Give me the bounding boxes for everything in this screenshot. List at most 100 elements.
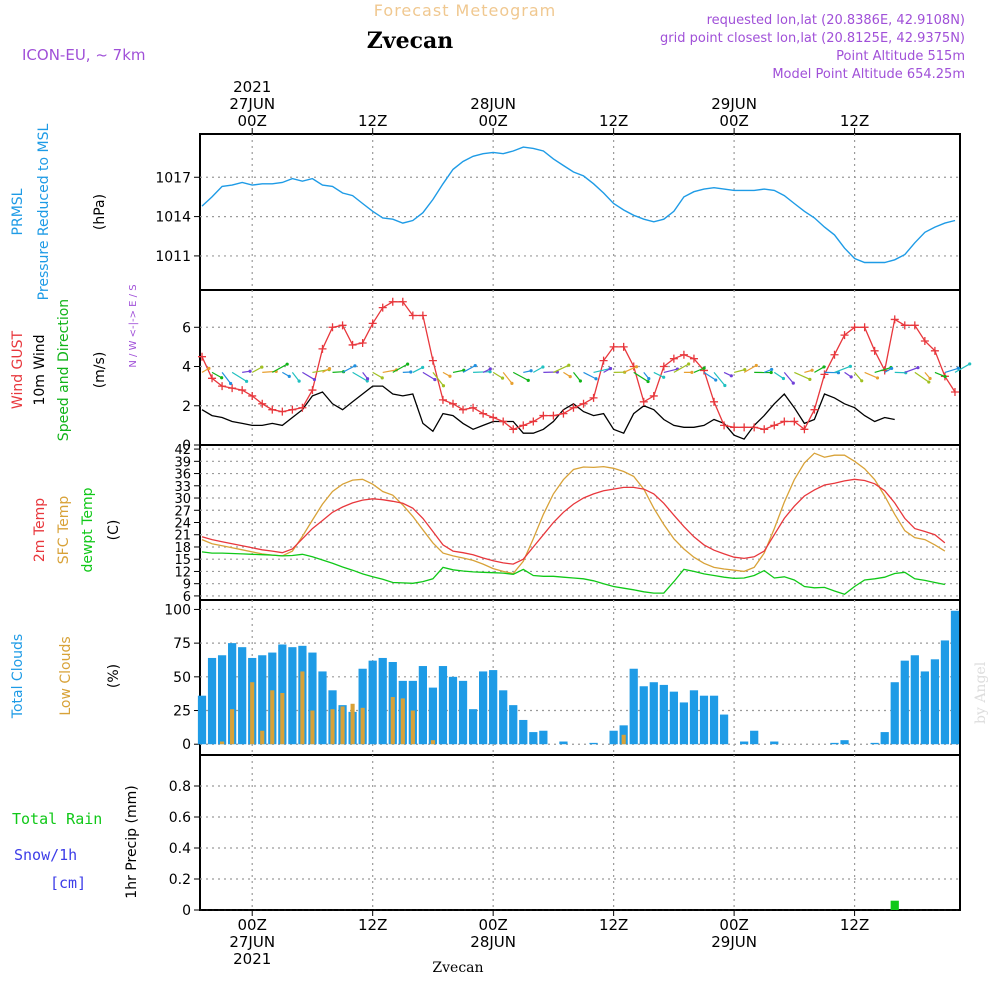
wind-speed-line [201, 385, 895, 440]
total-cloud-bar [699, 695, 709, 745]
direction-arrow [834, 365, 851, 373]
gust-marker [549, 411, 558, 420]
direction-arrow-head [510, 381, 514, 385]
total-cloud-bar [468, 709, 478, 745]
direction-arrow [422, 371, 436, 381]
low-clouds-ylabel: Low Clouds [58, 636, 74, 715]
gust-marker [850, 323, 859, 332]
total-cloud-bar [940, 640, 950, 745]
direction-arrow [392, 363, 408, 373]
snow-legend-unit: [cm] [50, 874, 86, 892]
direction-arrow-head [312, 377, 317, 382]
ytick-label: 30 [174, 492, 191, 507]
rain-bar [890, 900, 899, 910]
ytick-label: 75 [173, 636, 191, 652]
direction-arrow-head [687, 362, 691, 366]
time-label-top: 27JUN [229, 95, 275, 113]
time-label-top: 28JUN [470, 95, 516, 113]
direction-arrow-head [229, 381, 233, 386]
ytick-label: 0 [182, 438, 191, 454]
ytick-label: 15 [174, 553, 191, 568]
compass-rose: N / W <-|-> E / S [128, 284, 139, 367]
gust-marker [428, 356, 437, 365]
direction-arrow-head [406, 362, 410, 366]
low-cloud-bar [400, 698, 405, 745]
gust-marker [408, 311, 417, 320]
direction-arrow-head [441, 384, 446, 388]
direction-arrow-head [890, 366, 894, 371]
gust-marker [890, 315, 899, 324]
gust-marker [258, 399, 267, 408]
direction-arrow [703, 371, 717, 381]
footer-location: Zvecan [432, 960, 483, 976]
gust-marker [378, 303, 387, 312]
time-label-bottom: 27JUN [229, 933, 275, 951]
gust-marker [438, 395, 447, 404]
total-cloud-bar [719, 714, 729, 745]
direction-arrow [452, 369, 464, 373]
direction-arrow-head [808, 377, 812, 381]
total-cloud-bar [489, 670, 498, 745]
model-label: ICON-EU, ~ 7km [22, 46, 146, 64]
total-cloud-bar [499, 690, 508, 745]
ytick-label: 39 [174, 455, 191, 470]
total-cloud-bar [458, 680, 468, 745]
total-cloud-bar [750, 730, 759, 745]
gust-ylabel: Wind GUST [10, 330, 26, 409]
gust-marker [639, 397, 648, 406]
dewpt-ylabel: dewpt Temp [80, 487, 96, 572]
dewpt-line [201, 551, 946, 596]
time-label-bottom: 2021 [233, 950, 271, 968]
direction-arrow [653, 371, 664, 378]
direction-arrow [211, 371, 222, 379]
direction-arrow-head [488, 370, 492, 374]
direction-arrow-head [822, 365, 826, 369]
time-label-bottom: 29JUN [711, 933, 757, 951]
gust-marker [388, 297, 397, 306]
direction-arrow [934, 371, 946, 378]
time-label-top: 12Z [358, 112, 387, 130]
direction-arrow-head [327, 366, 332, 371]
ytick-label: 18 [174, 541, 191, 556]
low-cloud-bar [621, 734, 626, 745]
gust-marker [780, 417, 789, 426]
direction-arrow [412, 366, 423, 373]
total-cloud-bar [448, 676, 458, 745]
time-label-bottom: 00Z [719, 916, 748, 934]
gust-marker [770, 421, 779, 430]
ytick-label: 100 [164, 602, 191, 618]
direction-arrow-head [848, 364, 852, 368]
low-cloud-bar [350, 703, 355, 745]
panel-frame [199, 133, 961, 291]
direction-arrow-head [297, 379, 301, 383]
gust-marker [910, 321, 919, 330]
total-cloud-bar [639, 686, 648, 745]
total-cloud-bar [900, 660, 909, 745]
direction-ylabel: Speed and Direction [56, 299, 72, 441]
direction-arrow [673, 363, 689, 373]
total-cloud-bar [509, 705, 518, 745]
direction-arrow [914, 371, 930, 383]
low-cloud-bar [300, 671, 305, 745]
total-cloud-bar [378, 657, 387, 745]
rain-legend: Total Rain [12, 810, 102, 828]
time-label-top: 12Z [599, 112, 628, 130]
direction-arrow-head [529, 369, 533, 373]
panel-frame [199, 754, 961, 911]
direction-arrow-head [594, 377, 598, 381]
direction-arrow [713, 372, 726, 386]
direction-arrow-head [968, 362, 972, 366]
direction-arrow-head [836, 371, 841, 375]
direction-arrow-head [365, 377, 370, 381]
gust-marker [469, 403, 478, 412]
low-cloud-bar [260, 730, 265, 745]
direction-arrow-head [287, 374, 291, 378]
ytick-label: 24 [174, 517, 191, 532]
direction-arrow [773, 371, 784, 379]
gust-marker [218, 382, 227, 391]
low-cloud-bar [360, 707, 365, 745]
direction-arrow [733, 369, 745, 373]
total-cloud-bar [659, 684, 668, 745]
direction-arrow [783, 372, 794, 384]
